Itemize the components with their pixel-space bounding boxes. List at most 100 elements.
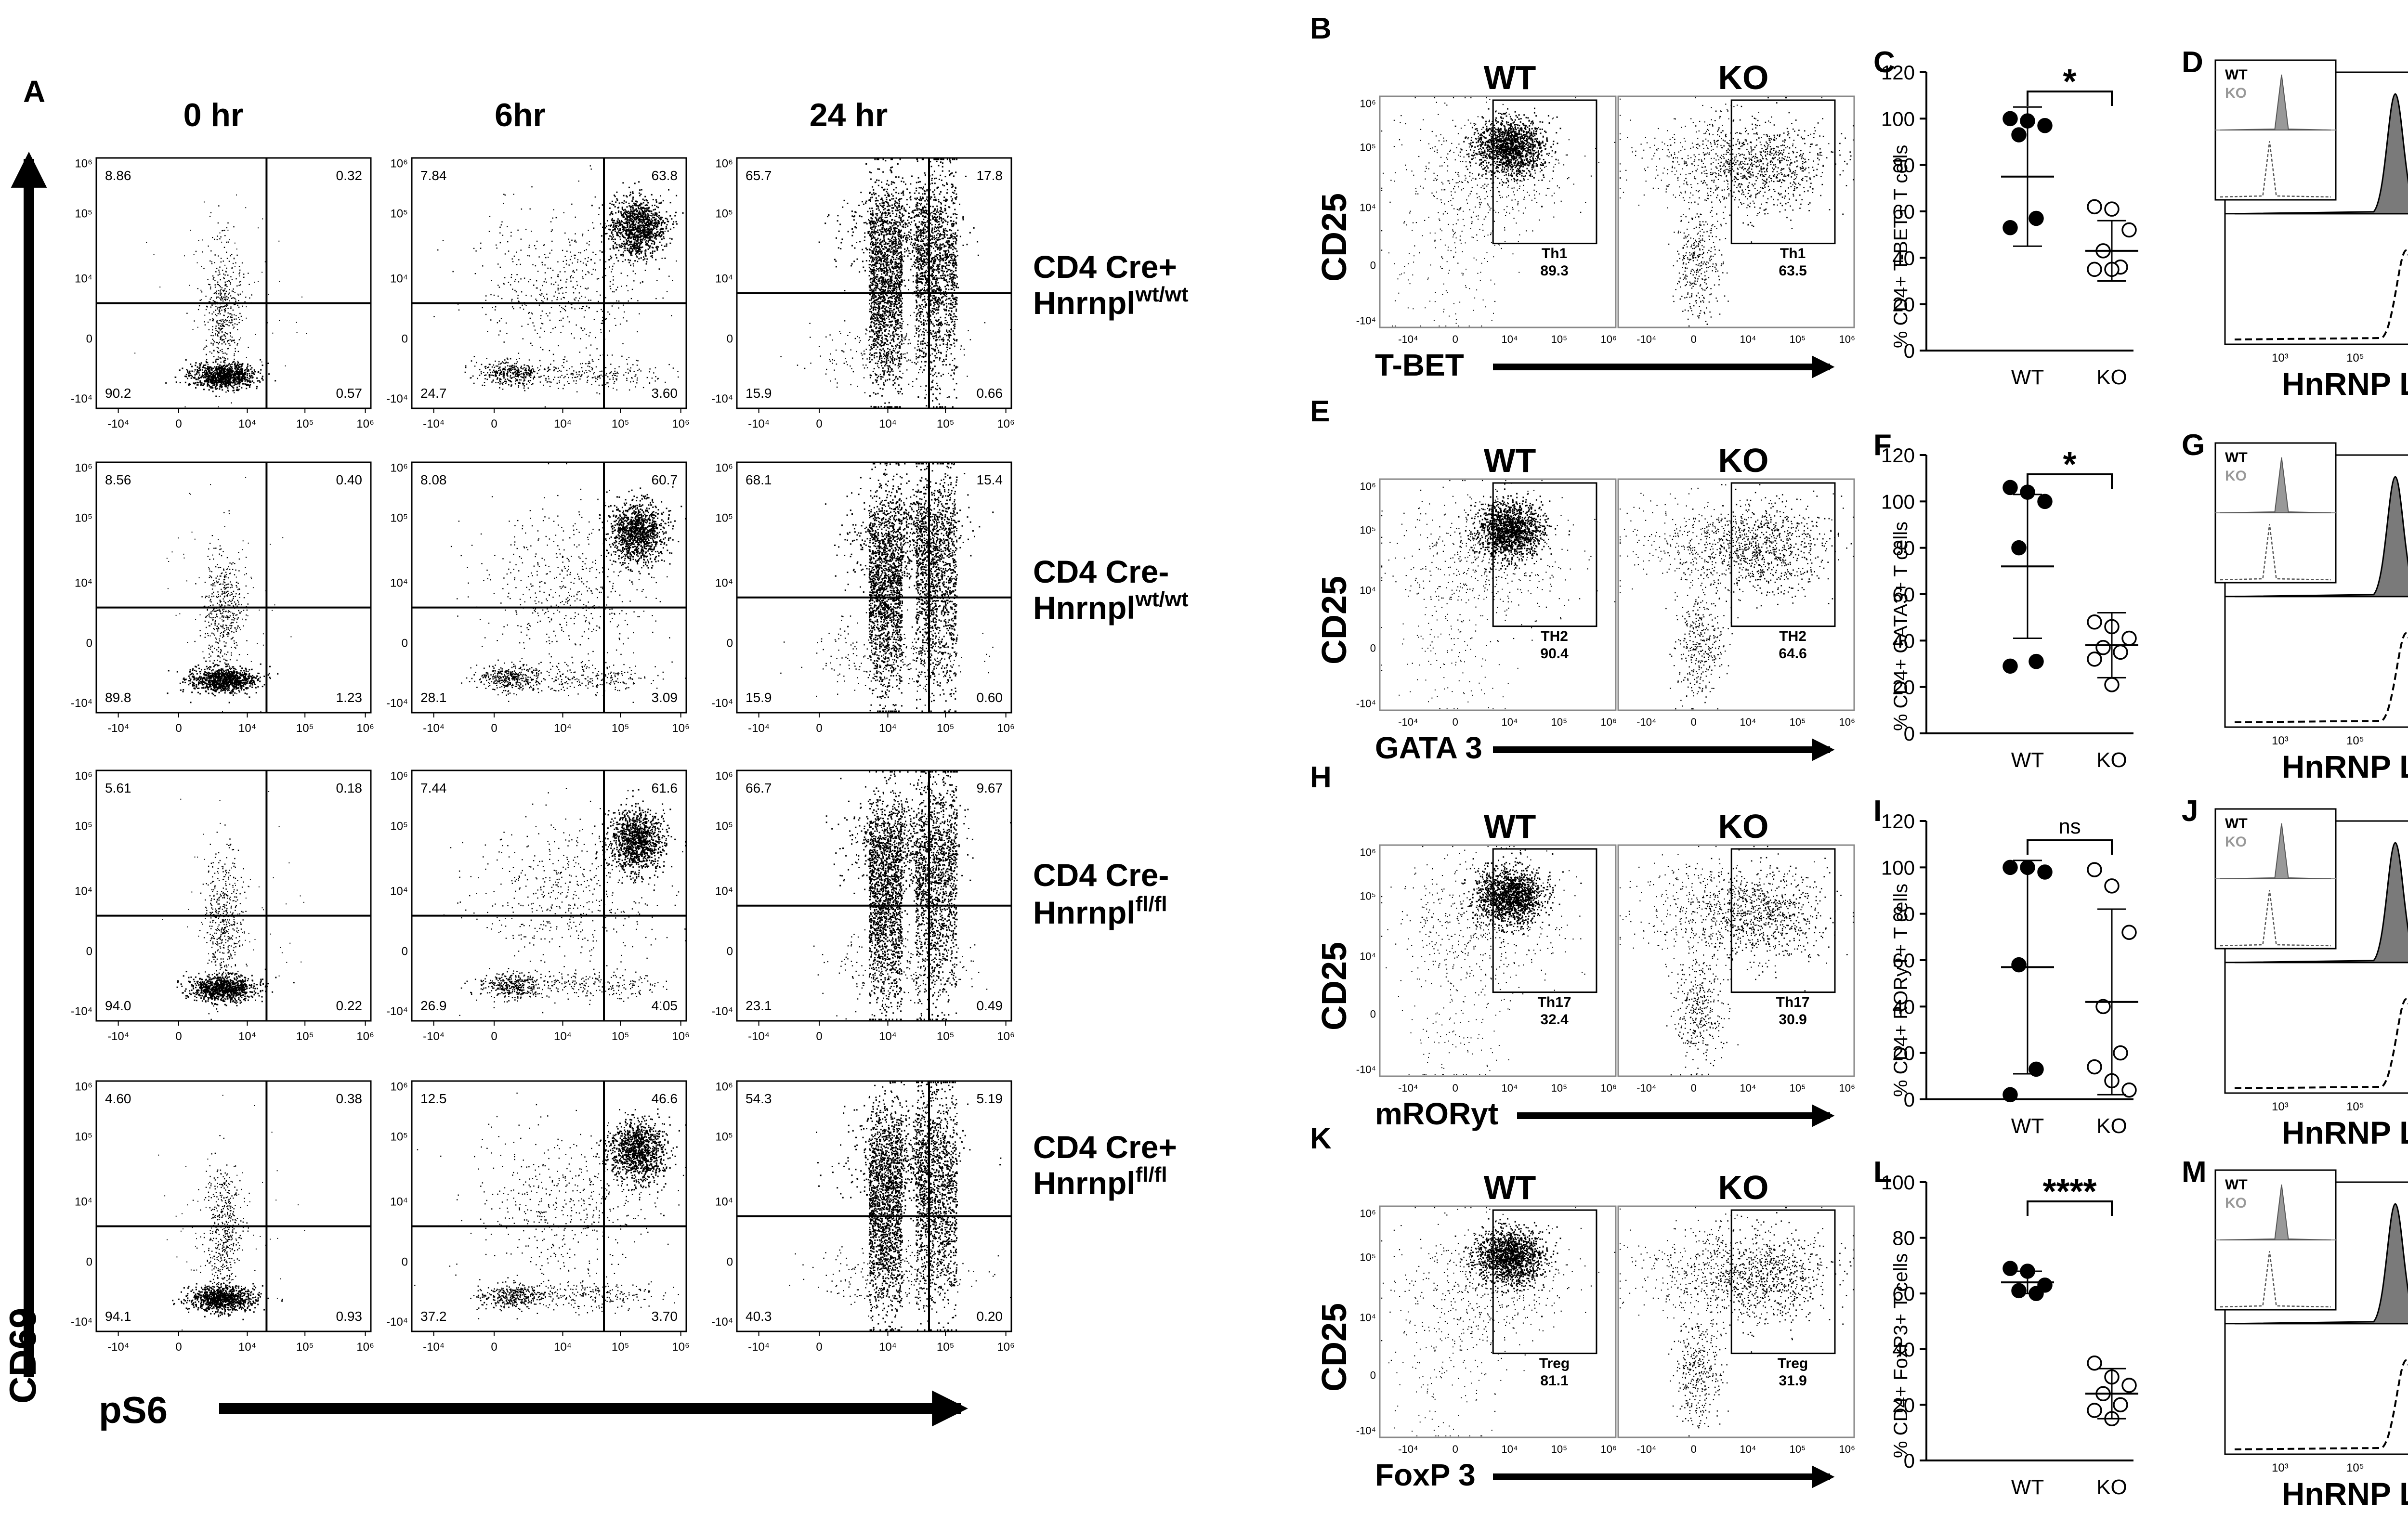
data-point-ko (2087, 1059, 2102, 1075)
x-tick-label: -10⁴ (748, 1030, 770, 1043)
event-cloud (1620, 97, 1854, 226)
event-cloud (1668, 1290, 1729, 1437)
ko-title: KO (1718, 808, 1769, 845)
x-tick-label: 0 (175, 1341, 182, 1354)
x-tick-label: -10⁴ (107, 1030, 129, 1043)
x-tick-label: 0 (175, 722, 182, 735)
x-tick-label: 10⁶ (997, 1030, 1015, 1043)
hist-axis-label: HnRNP L (2282, 1476, 2408, 1512)
significance-label: * (2063, 445, 2076, 484)
y-tick-label: 10⁴ (1360, 584, 1376, 596)
panel-letter: D (2182, 46, 2203, 79)
data-point-ko (2087, 261, 2102, 277)
y-tick-label: 10⁵ (75, 207, 92, 220)
panel-letter: K (1310, 1122, 1332, 1155)
y-tick-label: 60 (1892, 583, 1915, 606)
x-tick-label: -10⁴ (423, 1341, 445, 1354)
wt-histogram (2234, 93, 2408, 215)
x-tick-label: 10⁴ (554, 722, 572, 735)
category-label: WT (2011, 365, 2044, 389)
plot-frame (1617, 844, 1855, 1077)
y-tick-label: 10⁴ (75, 885, 92, 898)
y-tick-label: 0 (1904, 1449, 1915, 1472)
flow-plot-r1-c2: 7.84 63.8 24.7 3.60 10⁶ 10⁵ 10⁴ 0 -10⁴ -10⁴ 0 10⁴ 10… (386, 157, 690, 430)
svg-text:CD4 Cre-: CD4 Cre- (1033, 857, 1169, 893)
event-cloud (172, 1277, 283, 1320)
x-tick-label: 10⁵ (612, 417, 629, 430)
event-cloud (598, 486, 686, 583)
ko-title: KO (1718, 442, 1769, 479)
x-tick-label: 10⁴ (879, 722, 897, 735)
event-cloud (158, 1095, 305, 1330)
y-tick-label: -10⁴ (1356, 315, 1376, 327)
quadrant-ul-value: 8.86 (105, 168, 131, 183)
x-tick-label: 10⁴ (1740, 1443, 1756, 1455)
y-tick-label: 10⁴ (390, 577, 408, 590)
ko-histogram (2234, 1359, 2408, 1450)
event-cloud (813, 920, 988, 1020)
significance-label: * (2063, 63, 2076, 101)
marker-label: FoxP 3 (1375, 1458, 1476, 1492)
x-tick-label: 0 (1453, 333, 1458, 345)
hist-tick-label: 10³ (2272, 1100, 2289, 1113)
panel-letter: G (2182, 429, 2205, 462)
y-tick-label: 10⁵ (715, 820, 733, 833)
data-point-ko (2121, 925, 2137, 940)
y-tick-label: 20 (1892, 293, 1915, 316)
event-cloud (1398, 928, 1511, 1075)
x-tick-label: 10⁶ (356, 722, 374, 735)
y-tick-label: 10⁶ (75, 1080, 92, 1093)
x-tick-label: -10⁴ (107, 722, 129, 735)
hist-axis-label: HnRNP L (2282, 366, 2408, 402)
x-tick-label: -10⁴ (107, 1341, 129, 1354)
category-label: WT (2011, 748, 2044, 772)
right-row-2: E WT KO CD25 TH2 90.4 10⁶ 10⁵ 10⁴ 0 -10⁴ -10⁴ 0 10⁴ 10… (1310, 395, 2408, 784)
y-tick-label: 10⁵ (715, 1130, 733, 1143)
quadrant-ur-value: 17.8 (977, 168, 1003, 183)
x-tick-label: 10⁶ (672, 1030, 690, 1043)
gate-value: 64.6 (1779, 646, 1806, 662)
x-tick-label: 10⁴ (1502, 1082, 1518, 1094)
gate-name: TH2 (1779, 628, 1806, 644)
y-tick-label: 100 (1881, 107, 1915, 130)
data-point-wt (2037, 864, 2053, 880)
y-tick-label: 10⁶ (715, 769, 733, 782)
y-tick-label: 10⁶ (1360, 97, 1376, 109)
y-tick-label: 80 (1892, 154, 1915, 177)
event-cloud (503, 966, 667, 1005)
x-tick-label: 0 (1691, 1443, 1697, 1455)
ps6-label: pS6 (99, 1389, 168, 1431)
y-tick-label: 100 (1881, 1171, 1915, 1194)
inset-ko-histogram (2220, 1251, 2331, 1308)
right-row-3: H WT KO CD25 Th17 32.4 10⁶ 10⁵ 10⁴ 0 -10⁴ -10⁴ 0 10⁴ 1… (1310, 761, 2408, 1150)
y-tick-label: 0 (402, 637, 408, 650)
x-tick-label: -10⁴ (1398, 1082, 1418, 1094)
event-cloud (789, 1227, 1011, 1317)
data-point-wt (2002, 111, 2018, 127)
wt-title: WT (1484, 442, 1536, 479)
quadrant-lr-value: 3.60 (652, 386, 678, 401)
y-tick-label: 10⁵ (390, 511, 408, 524)
flow-plot-r1-c3: 65.7 17.8 15.9 0.66 10⁶ 10⁵ 10⁴ 0 -10⁴ -10⁴ 0 10⁴ 10… (711, 157, 1015, 430)
hist-tick-label: 10⁵ (2346, 352, 2364, 365)
y-tick-label: 0 (1370, 1369, 1376, 1381)
data-point-ko (2113, 644, 2128, 660)
event-cloud (825, 771, 1011, 915)
hist-axis-label: HnRNP L (2282, 749, 2408, 784)
gate-box (1730, 848, 1836, 993)
svg-text:Hnrnplwt/wt: Hnrnplwt/wt (1033, 283, 1189, 321)
event-cloud (1620, 484, 1835, 600)
quadrant-ll-value: 37.2 (420, 1309, 447, 1324)
data-point-ko (2095, 640, 2111, 655)
significance-bracket (2027, 473, 2113, 489)
x-tick-label: 10⁵ (296, 722, 314, 735)
flow-plot-wt: Th1 89.3 10⁶ 10⁵ 10⁴ 0 -10⁴ -10⁴ 0 10⁴ 10⁵ 10⁶ (1356, 95, 1617, 345)
gate-box (1492, 99, 1597, 245)
x-tick-label: 0 (491, 1030, 497, 1043)
y-tick-label: 0 (402, 945, 408, 958)
flow-plot-r4-c1: 4.60 0.38 94.1 0.93 10⁶ 10⁵ 10⁴ 0 -10⁴ -10⁴ 0 10⁴ 10… (71, 1080, 374, 1354)
event-cloud (1453, 1218, 1561, 1317)
plot-frame (95, 157, 372, 409)
x-tick-label: 10⁵ (296, 417, 314, 430)
data-point-ko (2104, 878, 2120, 894)
